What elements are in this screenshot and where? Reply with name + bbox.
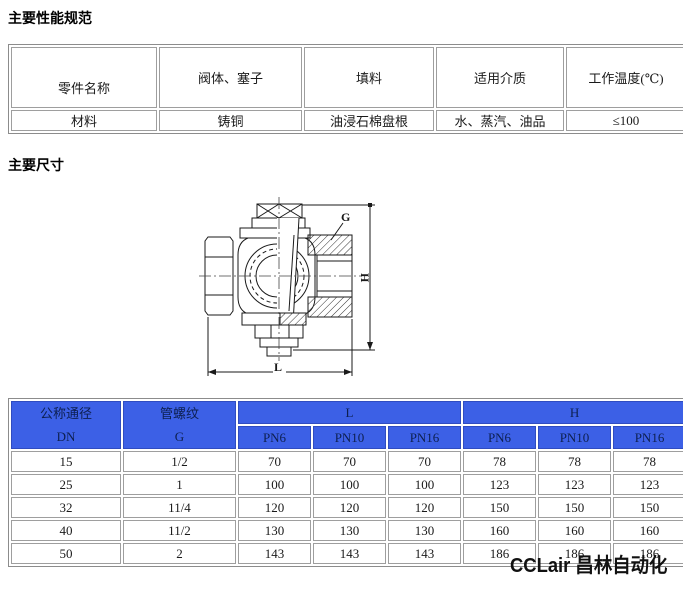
spec-cell-packing-value: 油浸石棉盘根 (304, 110, 434, 131)
cell-h-pn10: 160 (538, 520, 611, 541)
cell-h-pn16: 123 (613, 474, 683, 495)
spec-header-part-name: 零件名称 (11, 47, 157, 108)
dim-header-dn-en: DN (56, 429, 76, 444)
cell-h-pn6: 123 (463, 474, 536, 495)
cell-h-pn6: 78 (463, 451, 536, 472)
dim-header-h-pn16: PN16 (613, 426, 683, 449)
watermark: CCLair 昌林自动化 (510, 555, 668, 577)
cell-h-pn10: 150 (538, 497, 611, 518)
cell-l-pn16: 143 (388, 543, 461, 564)
cell-h-pn16: 150 (613, 497, 683, 518)
cell-h-pn10: 78 (538, 451, 611, 472)
dim-label-l: L (274, 360, 282, 374)
cell-h-pn10: 186 (538, 543, 611, 564)
cell-h-pn6: 186 (463, 543, 536, 564)
cell-dn: 25 (11, 474, 121, 495)
dim-header-l-pn16: PN16 (388, 426, 461, 449)
cell-h-pn6: 160 (463, 520, 536, 541)
dim-row-dn25: 25 1 100 100 100 123 123 123 (11, 474, 683, 495)
cell-g: 11/2 (123, 520, 236, 541)
spec-header-row: 零件名称 阀体、塞子 填料 适用介质 工作温度(℃) (11, 47, 683, 108)
dim-row-dn50: 50 2 143 143 143 186 186 186 (11, 543, 683, 564)
spec-header-body-plug: 阀体、塞子 (159, 47, 302, 108)
dim-header-l-pn6: PN6 (238, 426, 311, 449)
cell-l-pn16: 130 (388, 520, 461, 541)
cell-h-pn6: 150 (463, 497, 536, 518)
spec-cell-material: 材料 (11, 110, 157, 131)
spec-cell-medium-value: 水、蒸汽、油品 (436, 110, 564, 131)
dim-header-h-pn6: PN6 (463, 426, 536, 449)
cell-l-pn6: 130 (238, 520, 311, 541)
dim-header-g-cn: 管螺纹 (159, 406, 199, 421)
cell-g: 1/2 (123, 451, 236, 472)
spec-data-row: 材料 铸铜 油浸石棉盘根 水、蒸汽、油品 ≤100 (11, 110, 683, 131)
spec-header-temperature: 工作温度(℃) (566, 47, 683, 108)
cell-h-pn16: 186 (613, 543, 683, 564)
valve-cross-section-drawing: G H L (199, 197, 375, 376)
section-title-dimensions: 主要尺寸 (8, 159, 64, 174)
cell-g: 1 (123, 474, 236, 495)
dim-row-dn40: 40 11/2 130 130 130 160 160 160 (11, 520, 683, 541)
cell-l-pn6: 100 (238, 474, 311, 495)
cell-l-pn16: 100 (388, 474, 461, 495)
spec-header-medium: 适用介质 (436, 47, 564, 108)
cell-l-pn16: 70 (388, 451, 461, 472)
dim-header-row-1: 公称通径 DN 管螺纹 G L H (11, 401, 683, 449)
dim-header-h-pn10: PN10 (538, 426, 611, 449)
section-title-performance: 主要性能规范 (8, 12, 92, 27)
dim-header-g-en: G (174, 429, 185, 444)
cell-g: 11/4 (123, 497, 236, 518)
cell-l-pn6: 70 (238, 451, 311, 472)
cell-l-pn10: 70 (313, 451, 386, 472)
cell-l-pn10: 100 (313, 474, 386, 495)
cell-h-pn16: 78 (613, 451, 683, 472)
cell-l-pn6: 143 (238, 543, 311, 564)
cell-l-pn16: 120 (388, 497, 461, 518)
cell-dn: 15 (11, 451, 121, 472)
dim-header-group-l: L (238, 401, 461, 424)
dim-header-l-pn10: PN10 (313, 426, 386, 449)
dim-header-row-2: PN6 PN10 PN16 PN6 PN10 PN16 (11, 426, 683, 449)
dim-header-group-h: H (463, 401, 683, 424)
dim-row-dn32: 32 11/4 120 120 120 150 150 150 (11, 497, 683, 518)
dim-header-dn-cn: 公称通径 (39, 406, 92, 421)
dim-header-g: 管螺纹 G (123, 401, 236, 449)
dim-label-h: H (358, 273, 372, 283)
spec-cell-cast-copper: 铸铜 (159, 110, 302, 131)
spec-cell-temperature-value: ≤100 (566, 110, 683, 131)
dim-row-dn15: 15 1/2 70 70 70 78 78 78 (11, 451, 683, 472)
cell-l-pn6: 120 (238, 497, 311, 518)
cell-l-pn10: 143 (313, 543, 386, 564)
dim-header-dn: 公称通径 DN (11, 401, 121, 449)
spec-header-packing: 填料 (304, 47, 434, 108)
dim-label-g: G (341, 210, 350, 224)
cell-l-pn10: 130 (313, 520, 386, 541)
cell-g: 2 (123, 543, 236, 564)
dimension-table: 公称通径 DN 管螺纹 G L H PN6 PN10 PN16 PN6 PN10… (8, 398, 683, 567)
spec-table: 零件名称 阀体、塞子 填料 适用介质 工作温度(℃) 材料 铸铜 油浸石棉盘根 … (8, 44, 683, 134)
cell-dn: 32 (11, 497, 121, 518)
cell-dn: 40 (11, 520, 121, 541)
cell-h-pn10: 123 (538, 474, 611, 495)
cell-dn: 50 (11, 543, 121, 564)
cell-h-pn16: 160 (613, 520, 683, 541)
cell-l-pn10: 120 (313, 497, 386, 518)
